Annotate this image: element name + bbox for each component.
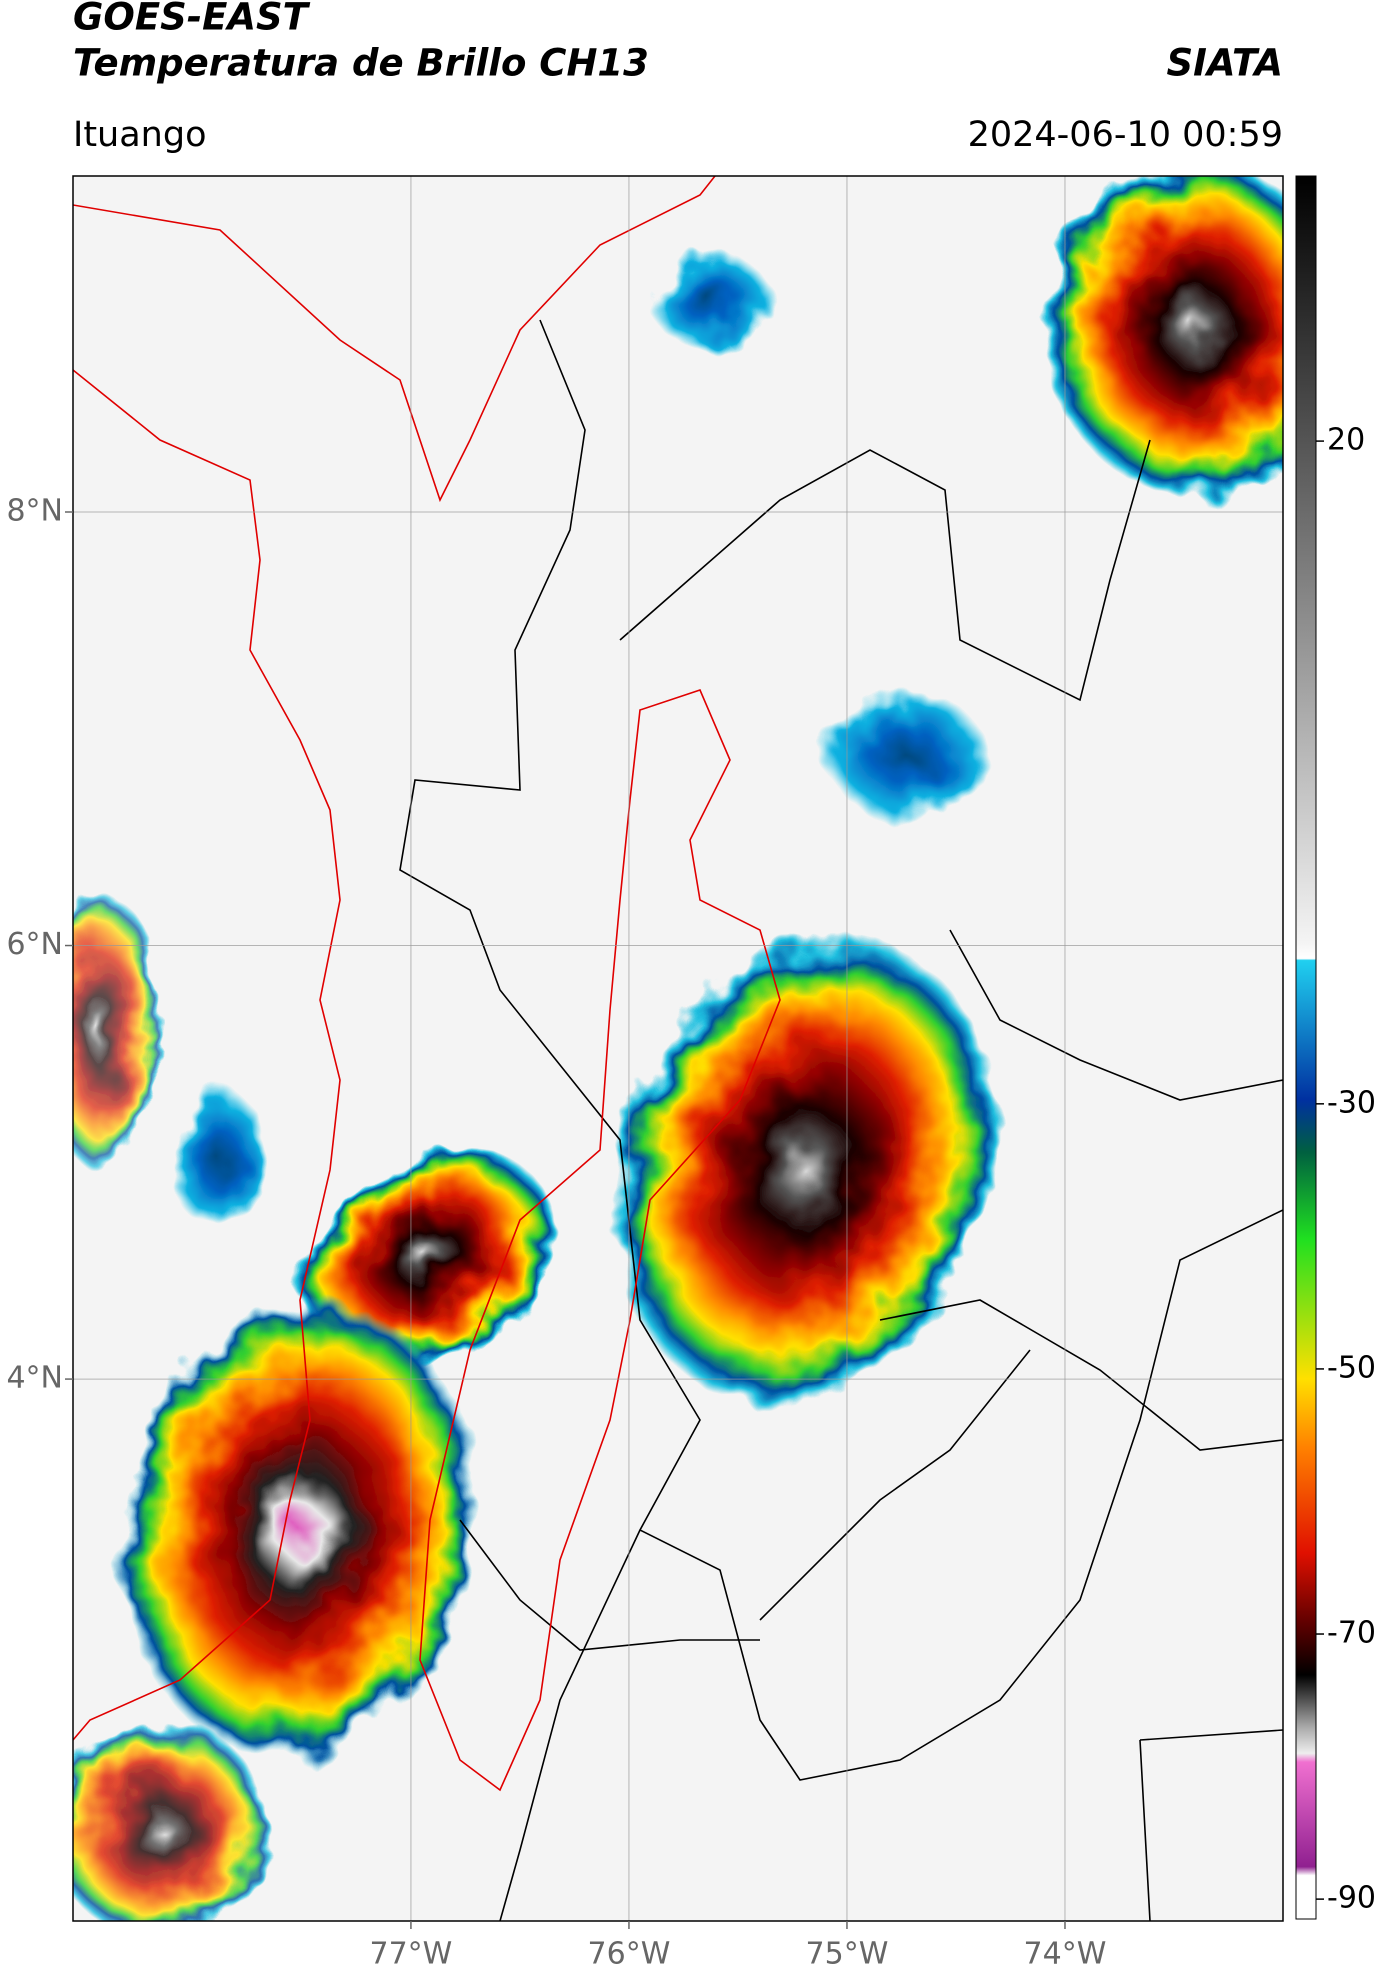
borders xyxy=(399,319,1283,1921)
cold-cloud xyxy=(650,250,770,350)
border-red xyxy=(419,689,781,1792)
source: SIATA xyxy=(1166,42,1283,85)
location: Ituango xyxy=(73,115,207,155)
x-tick-label: 75°W xyxy=(806,1937,889,1972)
title: GOES-EAST xyxy=(73,0,311,39)
colorbar xyxy=(1295,175,1317,1920)
storm xyxy=(1045,176,1283,497)
border-line xyxy=(459,1519,760,1921)
border-line xyxy=(879,1299,1283,1451)
border-line xyxy=(1139,1729,1283,1921)
colorbar-tick-label: 20 xyxy=(1327,423,1365,458)
storm xyxy=(73,1720,270,1921)
border-red xyxy=(73,369,341,1741)
border-line xyxy=(619,439,1151,702)
red-borders xyxy=(73,176,781,1792)
storm xyxy=(612,935,998,1405)
y-tick-label: 6°N xyxy=(6,927,63,962)
storms xyxy=(73,176,1283,1921)
border-line xyxy=(759,1349,1031,1621)
colorbar-tick-label: -70 xyxy=(1327,1616,1376,1651)
y-tick-label: 4°N xyxy=(6,1361,63,1396)
subtitle: Temperatura de Brillo CH13 xyxy=(73,42,649,85)
border-line xyxy=(949,929,1283,1101)
map-image xyxy=(73,176,1283,1921)
colorbar-tick-label: -90 xyxy=(1327,1881,1376,1916)
x-tick-label: 74°W xyxy=(1024,1937,1107,1972)
y-tick-label: 8°N xyxy=(6,493,63,528)
x-tick-label: 76°W xyxy=(588,1937,671,1972)
border-red xyxy=(73,176,716,503)
storm xyxy=(73,890,160,1170)
datetime: 2024-06-10 00:59 xyxy=(968,115,1283,155)
border-line xyxy=(399,319,1283,1781)
cold-cloud xyxy=(170,1090,270,1230)
colorbar-tick-label: -50 xyxy=(1327,1350,1376,1385)
cold-cloud xyxy=(826,690,986,820)
map-frame xyxy=(72,175,1284,1922)
storm xyxy=(123,1301,477,1759)
graticule xyxy=(73,176,1283,1921)
colorbar-tick-label: -30 xyxy=(1327,1085,1376,1120)
x-tick-label: 77°W xyxy=(370,1937,453,1972)
